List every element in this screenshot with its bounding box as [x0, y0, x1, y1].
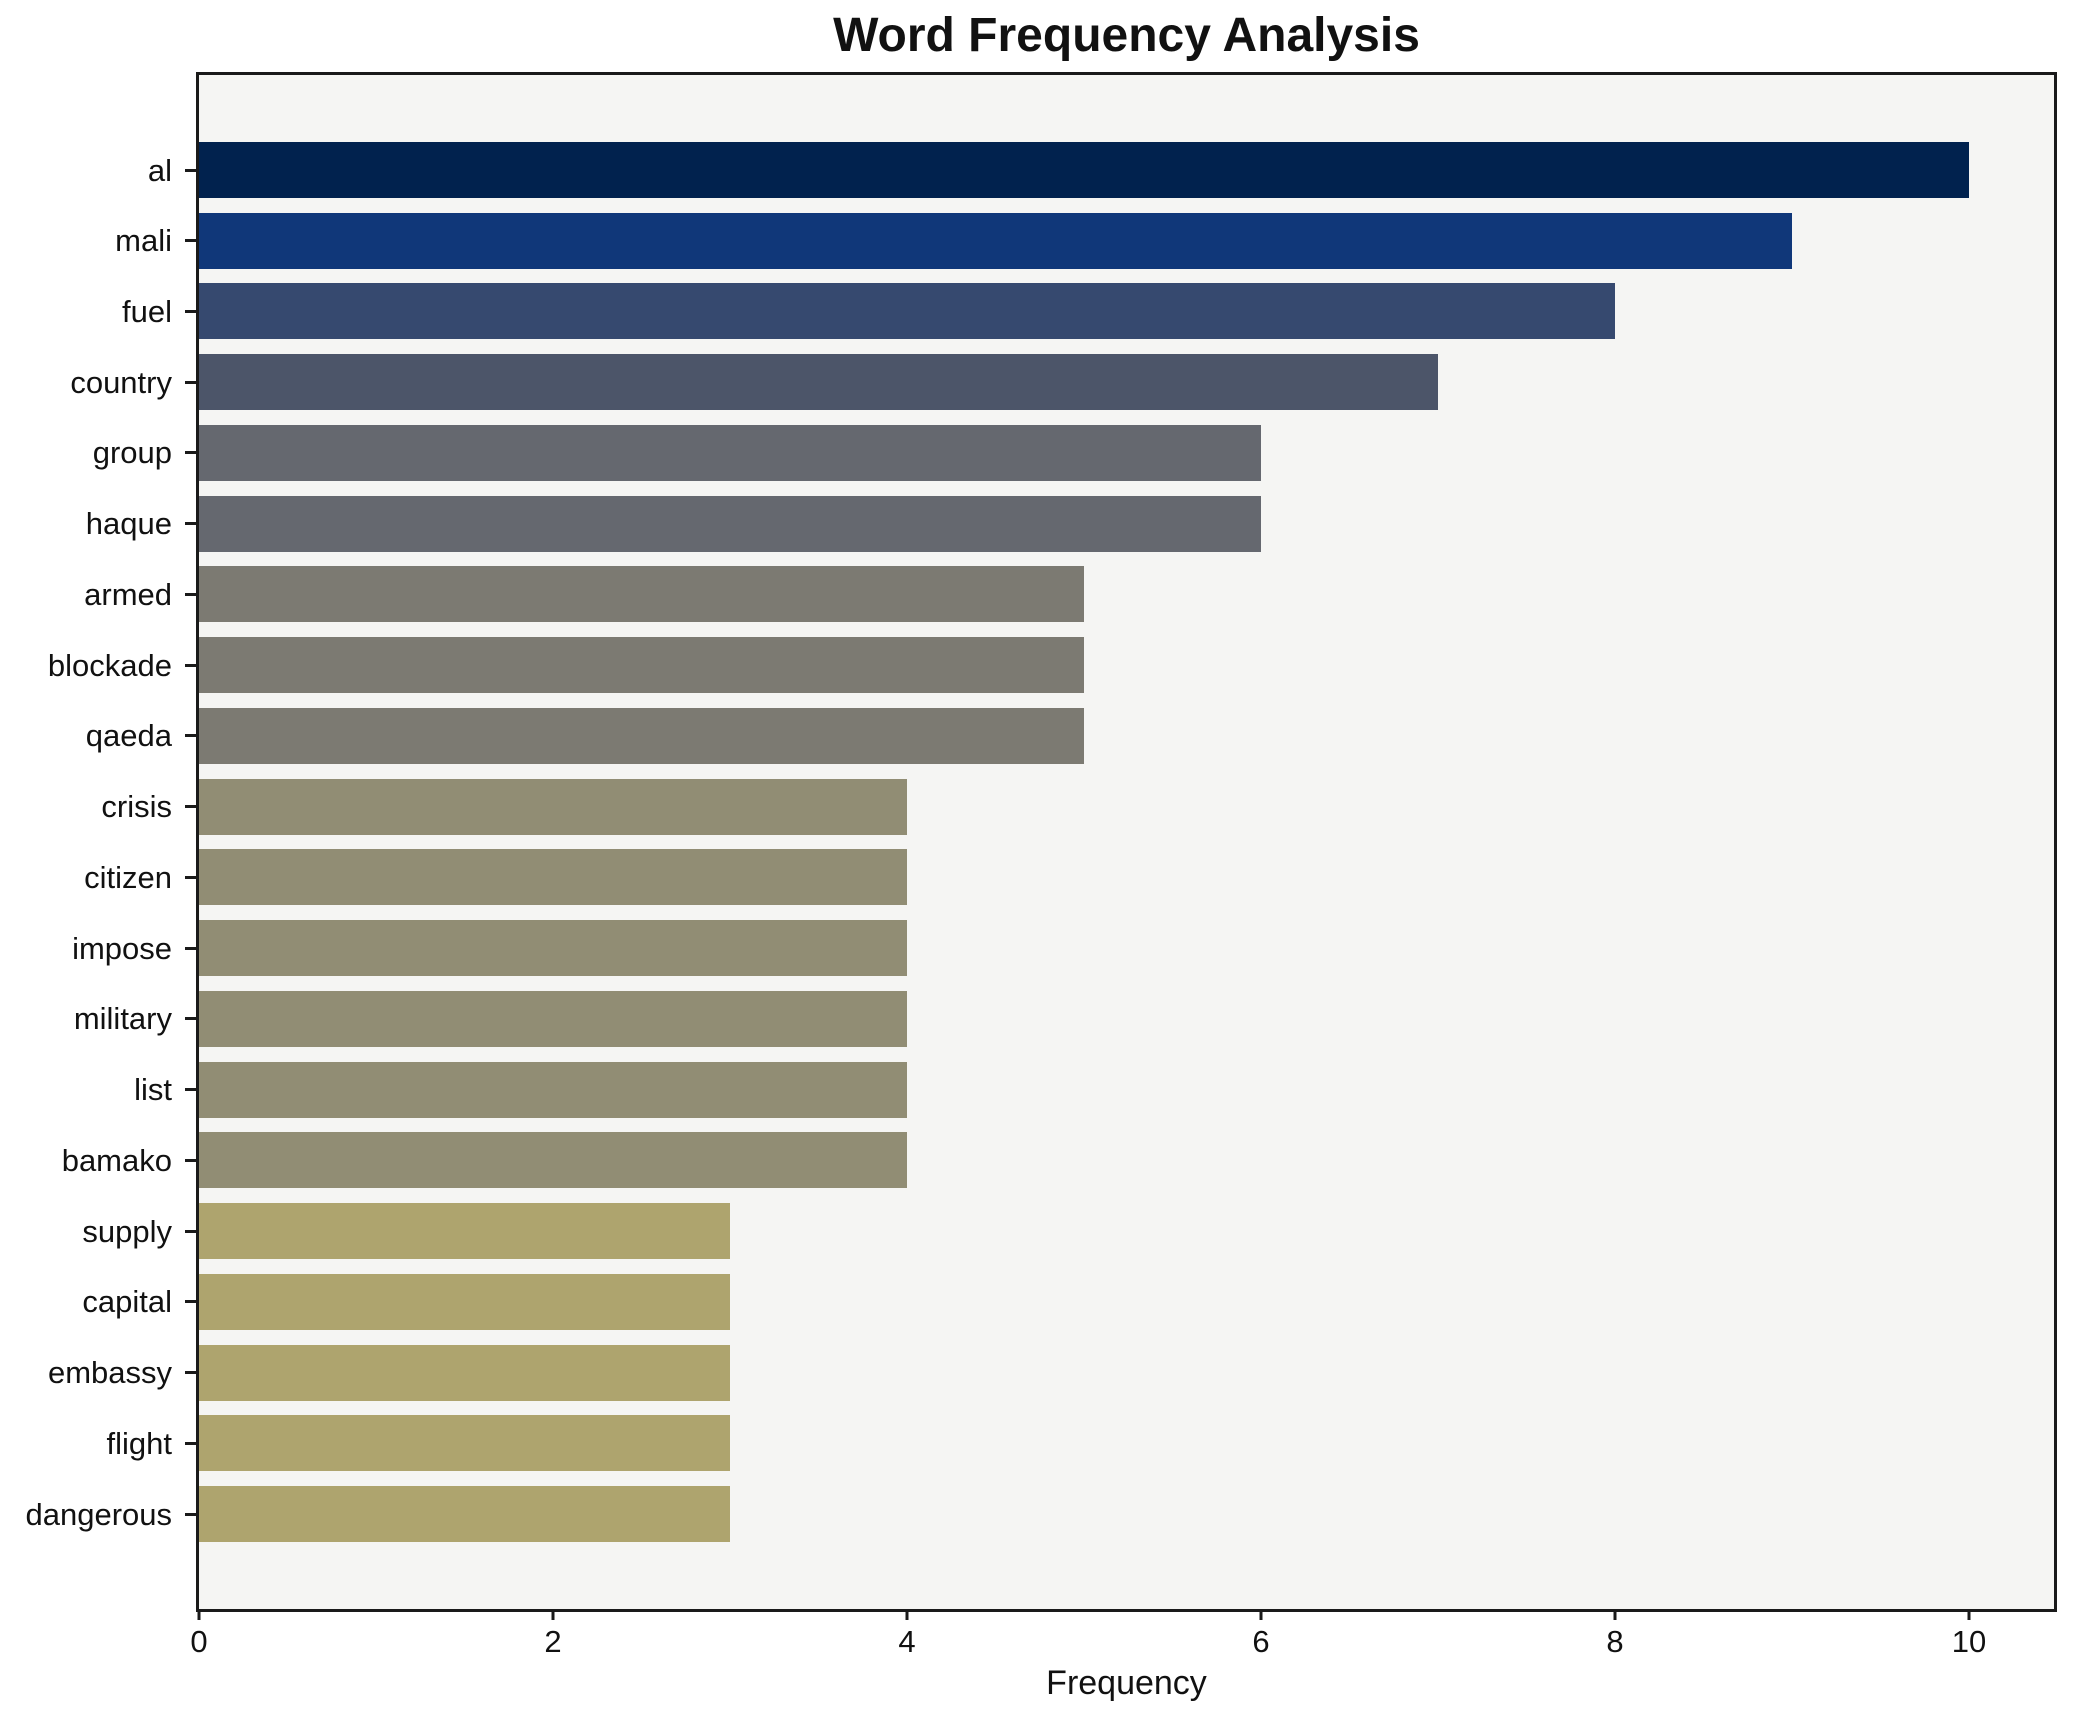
y-tick-mark — [185, 875, 196, 879]
y-tick-label-bamako: bamako — [61, 1142, 172, 1178]
y-tick-mark — [185, 1088, 196, 1092]
bar-haque — [199, 495, 1262, 552]
y-tick-label-capital: capital — [82, 1284, 172, 1320]
y-tick-mark — [185, 1371, 196, 1375]
y-tick-label-armed: armed — [84, 576, 172, 612]
bar-country — [199, 354, 1439, 411]
x-tick-label-6: 6 — [1252, 1624, 1270, 1659]
x-tick-mark — [1259, 1609, 1263, 1620]
y-tick-mark — [185, 239, 196, 243]
bar-supply — [199, 1203, 730, 1260]
y-tick-label-blockade: blockade — [47, 647, 172, 683]
y-tick-mark — [185, 522, 196, 526]
y-tick-mark — [185, 1158, 196, 1162]
bar-mali — [199, 212, 1793, 269]
y-tick-mark — [185, 309, 196, 313]
y-tick-label-embassy: embassy — [47, 1355, 172, 1391]
y-tick-mark — [185, 1300, 196, 1304]
y-tick-label-fuel: fuel — [122, 293, 172, 329]
x-tick-label-10: 10 — [1951, 1624, 1987, 1659]
x-tick-label-4: 4 — [898, 1624, 916, 1659]
y-tick-label-dangerous: dangerous — [25, 1496, 172, 1532]
y-tick-label-mali: mali — [115, 223, 172, 259]
y-tick-label-crisis: crisis — [101, 789, 172, 825]
y-tick-label-haque: haque — [85, 506, 172, 542]
chart-title: Word Frequency Analysis — [833, 9, 1420, 62]
y-tick-mark — [185, 946, 196, 950]
y-tick-label-group: group — [92, 435, 172, 471]
plot-area: al mali fuel country group haque armed blockade… — [25, 72, 2057, 1657]
y-tick-mark — [185, 1229, 196, 1233]
y-tick-label-list: list — [134, 1072, 172, 1108]
y-tick-mark — [185, 451, 196, 455]
bar-military — [199, 990, 907, 1047]
bar-citizen — [199, 849, 907, 906]
x-tick-mark — [197, 1609, 201, 1620]
x-tick-mark — [551, 1609, 555, 1620]
y-tick-label-impose: impose — [72, 930, 172, 966]
y-tick-label-country: country — [70, 364, 172, 400]
y-tick-mark — [185, 734, 196, 738]
y-tick-label-supply: supply — [82, 1213, 172, 1249]
bar-list — [199, 1061, 907, 1118]
y-tick-label-qaeda: qaeda — [85, 718, 172, 754]
bar-armed — [199, 566, 1085, 623]
bar-embassy — [199, 1344, 730, 1401]
y-tick-mark — [185, 1512, 196, 1516]
y-tick-label-citizen: citizen — [84, 859, 172, 895]
y-tick-mark — [185, 168, 196, 172]
y-tick-mark — [185, 805, 196, 809]
bar-fuel — [199, 283, 1616, 340]
y-tick-mark — [185, 380, 196, 384]
bar-group — [199, 424, 1262, 481]
y-tick-label-military: military — [73, 1001, 172, 1037]
bar-capital — [199, 1273, 730, 1330]
x-tick-label-0: 0 — [190, 1624, 208, 1659]
bar-dangerous — [199, 1486, 730, 1542]
bar-flight — [199, 1415, 730, 1472]
x-tick-mark — [1613, 1609, 1617, 1620]
bar-qaeda — [199, 707, 1085, 764]
y-tick-mark — [185, 592, 196, 596]
x-tick-mark — [905, 1609, 909, 1620]
y-tick-label-flight: flight — [106, 1425, 172, 1461]
x-tick-label-2: 2 — [544, 1624, 562, 1659]
bar-al — [199, 142, 1970, 198]
x-tick-mark — [1967, 1609, 1971, 1620]
bar-impose — [199, 920, 907, 977]
bar-bamako — [199, 1132, 907, 1189]
y-tick-mark — [185, 1441, 196, 1445]
y-tick-mark — [185, 1017, 196, 1021]
x-axis-label: Frequency — [1046, 1664, 1207, 1702]
y-tick-label-al: al — [147, 152, 172, 188]
y-tick-mark — [185, 663, 196, 667]
bar-crisis — [199, 778, 907, 835]
x-tick-label-8: 8 — [1606, 1624, 1624, 1659]
bar-blockade — [199, 637, 1085, 694]
